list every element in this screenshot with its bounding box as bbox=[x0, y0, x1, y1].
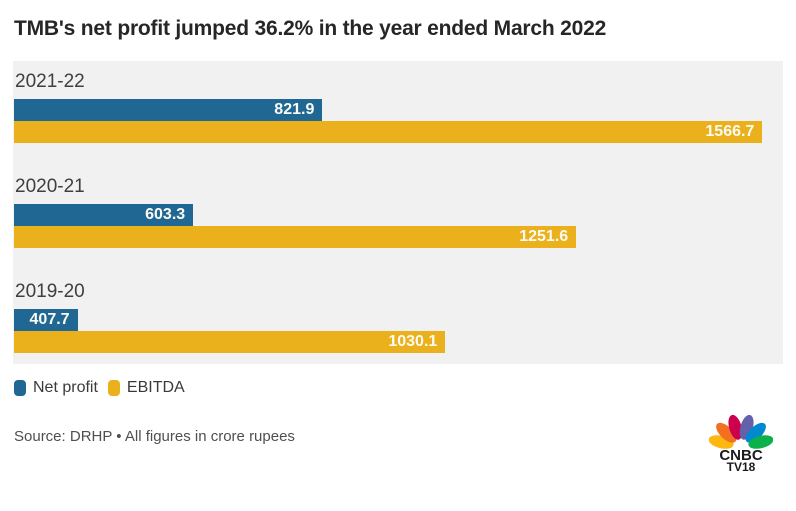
logo-text-cnbc: CNBC bbox=[719, 447, 762, 464]
peacock-feather bbox=[728, 414, 743, 440]
footer: Source: DRHP • All figures in crore rupe… bbox=[13, 413, 783, 473]
chart-title: TMB's net profit jumped 36.2% in the yea… bbox=[14, 17, 607, 40]
legend: Net profit EBITDA bbox=[14, 379, 783, 397]
bar-net-profit: 603.3 bbox=[14, 204, 194, 226]
peacock-feather bbox=[748, 435, 773, 449]
legend-label: Net profit bbox=[33, 379, 98, 396]
peacock-feather bbox=[716, 422, 737, 443]
bar-ebitda: 1030.1 bbox=[14, 331, 446, 353]
bar-net-profit: 407.7 bbox=[14, 309, 78, 331]
category-label: 2019-20 bbox=[15, 281, 85, 302]
legend-label: EBITDA bbox=[126, 379, 185, 396]
category-label: 2020-21 bbox=[15, 176, 85, 197]
cnbc-tv18-logo: CNBC TV18 bbox=[709, 414, 773, 473]
legend-item-net-profit: Net profit bbox=[14, 379, 98, 397]
legend-swatch-icon bbox=[14, 380, 26, 396]
bar-ebitda: 1566.7 bbox=[14, 121, 763, 143]
bar-value-label: 407.7 bbox=[29, 311, 70, 328]
bar-value-label: 1251.6 bbox=[519, 228, 569, 245]
bar-group: 2020-21 603.3 1251.6 bbox=[14, 175, 782, 248]
bar-value-label: 821.9 bbox=[274, 101, 315, 118]
peacock-feather bbox=[745, 422, 766, 443]
bar-group: 2019-20 407.7 1030.1 bbox=[14, 280, 782, 353]
bar-value-label: 1566.7 bbox=[705, 123, 755, 140]
bar-value-label: 1030.1 bbox=[388, 333, 438, 350]
legend-swatch-icon bbox=[107, 380, 120, 396]
bar-value-label: 603.3 bbox=[145, 206, 186, 223]
peacock-icon bbox=[709, 414, 773, 449]
bar-group: 2021-22 821.9 1566.7 bbox=[14, 70, 782, 143]
legend-item-ebitda: EBITDA bbox=[107, 379, 185, 397]
chart-panel: 2021-22 821.9 1566.7 2020-21 603.3 1251.6 2019… bbox=[13, 61, 783, 364]
source-note: Source: DRHP • All figures in crore rupe… bbox=[14, 428, 295, 445]
logo-text-tv18: TV18 bbox=[727, 460, 756, 473]
bar-groups: 2021-22 821.9 1566.7 2020-21 603.3 1251.6 2019… bbox=[14, 70, 782, 353]
category-label: 2021-22 bbox=[15, 71, 85, 92]
bar-ebitda: 1251.6 bbox=[14, 226, 577, 248]
bar-net-profit: 821.9 bbox=[14, 99, 323, 121]
